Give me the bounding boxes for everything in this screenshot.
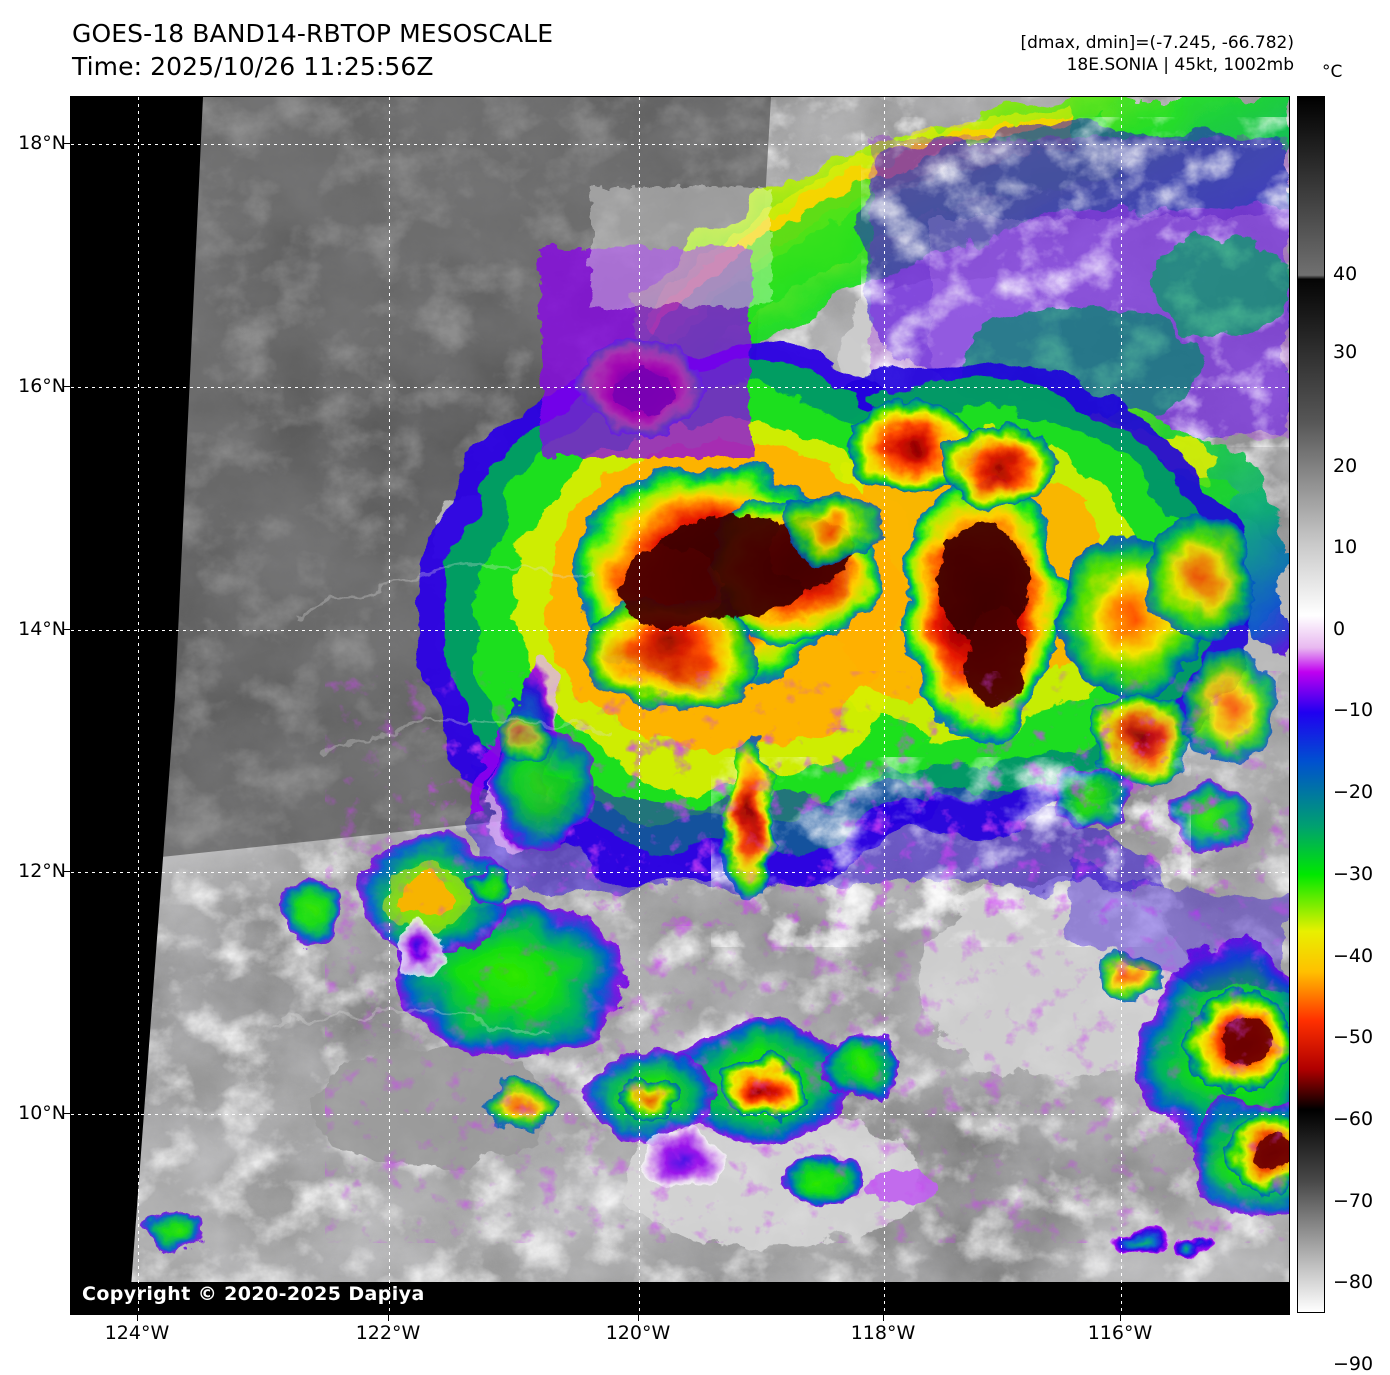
colorbar-tick-12: −80 [1333,1271,1374,1293]
page-title: GOES-18 BAND14-RBTOP MESOSCALE [72,19,554,48]
timestamp-label: Time: 2025/10/26 11:25:56Z [72,51,434,81]
colorbar-unit-label: °C [1322,62,1343,82]
lon-tick-label-0: 124°W [104,1322,170,1344]
lat-tick-label-3: 12°N [18,860,66,882]
storm-info-label: 18E.SONIA | 45kt, 1002mb [1066,55,1294,76]
satellite-imagery-canvas [71,97,1289,1314]
lat-tick-mark-1 [64,386,71,387]
colorbar-tick-4: 0 [1333,618,1346,640]
lat-tick-mark-2 [64,629,71,630]
colorbar-tick-8: −40 [1333,945,1374,967]
header-annotation-block: [dmax, dmin]=(-7.245, -66.782) 18E.SONIA… [1021,32,1295,76]
dmax-dmin-label: [dmax, dmin]=(-7.245, -66.782) [1020,33,1295,53]
header-title-block: GOES-18 BAND14-RBTOP MESOSCALE Time: 202… [72,18,553,83]
colorbar-tick-2: 20 [1333,455,1358,477]
lon-tick-mark-1 [388,1314,389,1321]
lon-tick-mark-0 [137,1314,138,1321]
lat-tick-label-2: 14°N [18,618,66,640]
lat-tick-label-0: 18°N [18,132,66,154]
colorbar-tick-0: 40 [1333,263,1358,285]
colorbar-tick-3: 10 [1333,536,1358,558]
lat-tick-mark-3 [64,871,71,872]
lon-tick-mark-3 [883,1314,884,1321]
temperature-colorbar[interactable]: 40 30 20 10 0 −10 −20 −30 −40 −50 −60 −70 −80 −90 [1297,96,1373,1375]
lat-tick-mark-4 [64,1113,71,1114]
colorbar-tick-6: −20 [1333,781,1374,803]
lon-tick-label-1: 122°W [355,1322,421,1344]
lon-tick-mark-4 [1120,1314,1121,1321]
satellite-image-plot [70,96,1290,1315]
colorbar-tick-1: 30 [1333,341,1358,363]
colorbar-tick-13: −90 [1333,1353,1374,1375]
colorbar-gradient [1297,96,1325,1313]
colorbar-tick-7: −30 [1333,863,1374,885]
colorbar-tick-9: −50 [1333,1026,1374,1048]
lat-tick-label-1: 16°N [18,375,66,397]
colorbar-tick-11: −70 [1333,1190,1374,1212]
lon-tick-mark-2 [638,1314,639,1321]
copyright-label: Copyright © 2020-2025 Dapiya [82,1283,425,1305]
lon-tick-label-2: 120°W [605,1322,671,1344]
lat-tick-mark-0 [64,143,71,144]
lon-tick-label-4: 116°W [1087,1322,1153,1344]
lon-tick-label-3: 118°W [850,1322,916,1344]
colorbar-tick-5: −10 [1333,699,1374,721]
lat-tick-label-4: 10°N [18,1102,66,1124]
colorbar-tick-10: −60 [1333,1108,1374,1130]
